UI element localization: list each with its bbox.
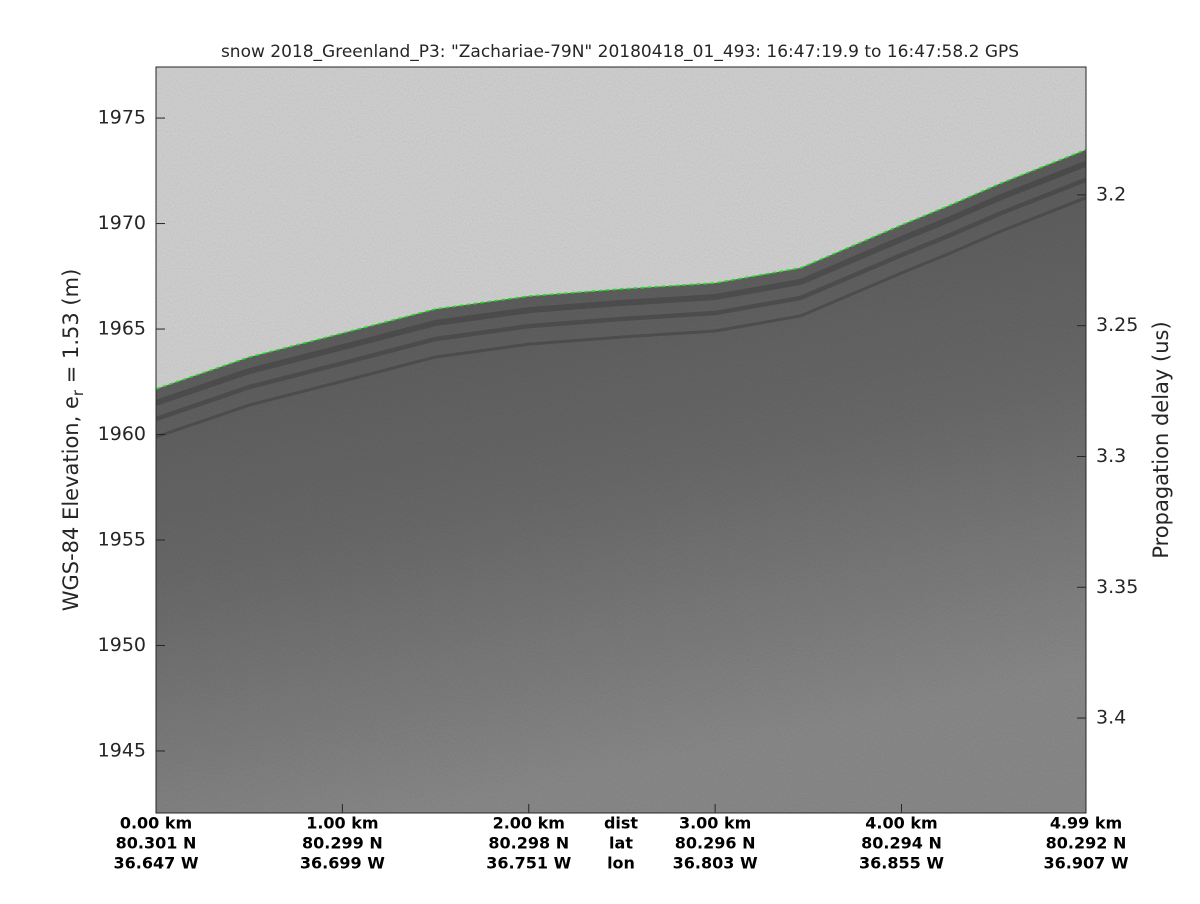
x-tick-lat: 80.294 N (861, 834, 942, 853)
plot-area (156, 67, 1086, 813)
internal-layer (156, 177, 1086, 422)
x-tick-label: 0.00 km (120, 814, 192, 833)
y-tick-label: 1970 (98, 212, 146, 234)
x-tick-lon: 36.647 W (114, 854, 199, 873)
x-tick-lon: 36.907 W (1044, 854, 1129, 873)
x-row-name: lat (609, 834, 633, 853)
surface-line (156, 148, 1086, 390)
x-tick-label: 4.99 km (1050, 814, 1122, 833)
y-label-text: = 1.53 (m) (59, 269, 83, 390)
x-tick-label: 2.00 km (493, 814, 565, 833)
axes: 1945 1950 1955 1960 1965 1970 1975 3.2 3.25 3.3 3.… (98, 107, 1139, 873)
plot-frame (155, 66, 1087, 814)
internal-layer (156, 196, 1086, 439)
y-tick-label: 1950 (98, 634, 146, 656)
y-axis-label: WGS-84 Elevation, er = 1.53 (m) (59, 269, 87, 612)
y-tick-label: 1945 (98, 739, 146, 761)
y2-tick-label: 3.4 (1096, 707, 1126, 729)
y-tick-label: 1960 (98, 423, 146, 445)
x-tick-label: 3.00 km (679, 814, 751, 833)
y2-tick-label: 3.3 (1096, 445, 1126, 467)
subsurface (156, 149, 1086, 813)
x-tick-lat: 80.299 N (302, 834, 383, 853)
y2-tick-label: 3.35 (1096, 576, 1138, 598)
x-tick-lat: 80.298 N (488, 834, 569, 853)
internal-layer (156, 160, 1086, 406)
x-tick-lat: 80.292 N (1046, 834, 1127, 853)
y-label-subscript: r (69, 389, 87, 396)
y-label-text: WGS-84 Elevation, e (59, 396, 83, 611)
x-tick-lat: 80.296 N (675, 834, 756, 853)
x-tick-lon: 36.699 W (300, 854, 385, 873)
x-tick-lat: 80.301 N (116, 834, 197, 853)
y2-tick-label: 3.2 (1096, 183, 1126, 205)
x-tick-lon: 36.855 W (859, 854, 944, 873)
y-tick-label: 1955 (98, 529, 146, 551)
x-tick-lon: 36.751 W (486, 854, 571, 873)
y2-axis-label: Propagation delay (us) (1149, 321, 1173, 558)
x-tick-lon: 36.803 W (673, 854, 758, 873)
x-row-name: dist (604, 814, 638, 833)
x-tick-label: 4.00 km (865, 814, 937, 833)
x-row-name: lon (607, 854, 635, 873)
chart-title: snow 2018_Greenland_P3: "Zachariae-79N" … (221, 42, 1019, 62)
y2-tick-label: 3.25 (1096, 314, 1138, 336)
y-tick-label: 1965 (98, 318, 146, 340)
y-tick-label: 1975 (98, 107, 146, 129)
x-tick-label: 1.00 km (306, 814, 378, 833)
